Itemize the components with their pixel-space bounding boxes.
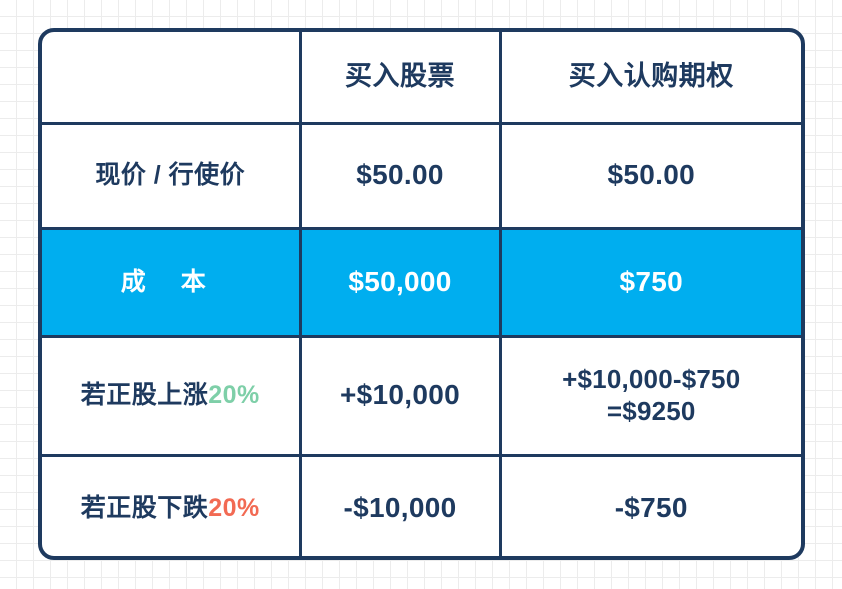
column-header-buy-call-option: 买入认购期权 [500, 32, 801, 125]
table-row-stock-falls: 若正股下跌20% -$10,000 -$750 [42, 455, 801, 556]
row-label-stock-rises-text: 若正股上涨 [80, 381, 209, 410]
cell-cost-stock: $50,000 [300, 228, 502, 338]
row-label-stock-falls: 若正股下跌20% [42, 455, 302, 556]
row-label-stock-falls-percent: 20% [208, 494, 260, 522]
table-row-stock-rises: 若正股上涨20% +$10,000 +$10,000-$750 =$9250 [42, 336, 801, 457]
cell-cost-option: $750 [500, 228, 801, 338]
table-header-row: 买入股票 买入认购期权 [42, 32, 801, 125]
cell-fall-stock: -$10,000 [300, 455, 502, 556]
cell-rise-stock: +$10,000 [300, 336, 502, 457]
row-label-current-strike-price: 现价 / 行使价 [42, 123, 302, 230]
cell-rise-option-line2: =$9250 [606, 395, 696, 426]
comparison-table: 买入股票 买入认购期权 现价 / 行使价 $50.00 $50.00 成 本 $… [42, 32, 801, 556]
cell-price-option: $50.00 [500, 123, 801, 230]
cell-rise-option-line1: +$10,000-$750 [562, 363, 741, 394]
table-row-price: 现价 / 行使价 $50.00 $50.00 [42, 123, 801, 230]
cell-price-stock: $50.00 [300, 123, 502, 230]
cell-rise-option: +$10,000-$750 =$9250 [500, 336, 801, 457]
cell-rise-option-lines: +$10,000-$750 =$9250 [508, 364, 796, 427]
row-label-cost: 成 本 [42, 228, 302, 338]
cell-fall-option: -$750 [614, 492, 688, 524]
row-label-stock-rises-percent: 20% [208, 381, 260, 410]
table-corner-cell [42, 32, 302, 125]
column-header-buy-stock: 买入股票 [300, 32, 502, 125]
row-label-stock-rises: 若正股上涨20% [42, 336, 302, 457]
row-label-stock-falls-text: 若正股下跌 [80, 494, 209, 522]
table-row-cost: 成 本 $50,000 $750 [42, 228, 801, 338]
comparison-table-container: 买入股票 买入认购期权 现价 / 行使价 $50.00 $50.00 成 本 $… [38, 28, 805, 560]
